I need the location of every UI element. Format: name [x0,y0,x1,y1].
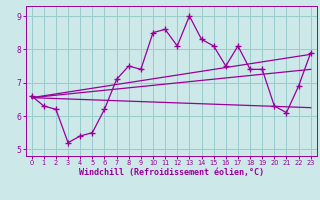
X-axis label: Windchill (Refroidissement éolien,°C): Windchill (Refroidissement éolien,°C) [79,168,264,177]
